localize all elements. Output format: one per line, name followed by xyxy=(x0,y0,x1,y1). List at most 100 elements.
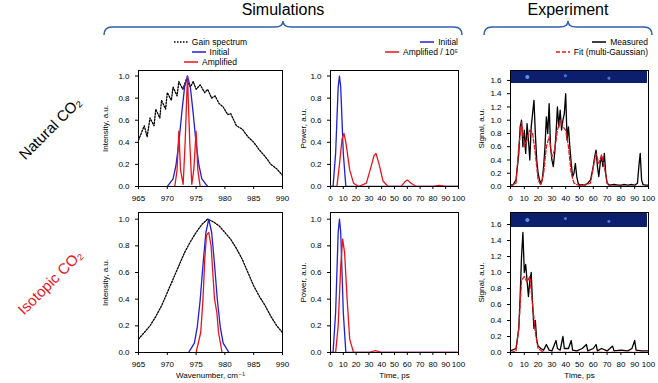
svg-text:985: 985 xyxy=(247,194,261,203)
svg-text:0.8: 0.8 xyxy=(490,129,502,138)
svg-text:0.6: 0.6 xyxy=(490,142,502,151)
svg-text:90: 90 xyxy=(441,194,450,203)
svg-text:Time, ps: Time, ps xyxy=(564,371,594,380)
svg-text:90: 90 xyxy=(630,360,639,369)
svg-text:980: 980 xyxy=(218,194,232,203)
svg-text:0.4: 0.4 xyxy=(310,138,322,147)
svg-text:Time, ps: Time, ps xyxy=(379,371,409,380)
svg-text:20: 20 xyxy=(352,360,361,369)
svg-text:80: 80 xyxy=(616,360,625,369)
svg-text:0.8: 0.8 xyxy=(310,241,322,250)
svg-text:80: 80 xyxy=(428,360,437,369)
svg-text:0.0: 0.0 xyxy=(118,348,130,357)
svg-text:985: 985 xyxy=(247,360,261,369)
svg-text:50: 50 xyxy=(575,360,584,369)
svg-text:1.0: 1.0 xyxy=(490,268,502,277)
svg-text:Power, a.u.: Power, a.u. xyxy=(299,262,308,302)
svg-text:1.0: 1.0 xyxy=(118,72,130,81)
svg-text:1.6: 1.6 xyxy=(490,76,502,85)
svg-text:100: 100 xyxy=(642,194,656,203)
svg-text:970: 970 xyxy=(161,360,175,369)
svg-text:90: 90 xyxy=(441,360,450,369)
svg-text:0.2: 0.2 xyxy=(310,321,322,330)
svg-text:60: 60 xyxy=(403,194,412,203)
svg-text:0.2: 0.2 xyxy=(118,321,130,330)
svg-text:30: 30 xyxy=(547,360,556,369)
svg-text:60: 60 xyxy=(589,360,598,369)
svg-text:20: 20 xyxy=(534,360,543,369)
svg-text:0: 0 xyxy=(508,194,513,203)
svg-text:40: 40 xyxy=(377,194,386,203)
svg-text:0.6: 0.6 xyxy=(310,116,322,125)
svg-text:975: 975 xyxy=(189,194,203,203)
svg-text:90: 90 xyxy=(630,194,639,203)
svg-text:Power, a.u.: Power, a.u. xyxy=(299,108,308,148)
svg-text:40: 40 xyxy=(377,360,386,369)
svg-text:0.8: 0.8 xyxy=(310,94,322,103)
svg-text:0.2: 0.2 xyxy=(310,160,322,169)
svg-text:10: 10 xyxy=(520,194,529,203)
svg-text:30: 30 xyxy=(364,360,373,369)
svg-text:20: 20 xyxy=(534,194,543,203)
svg-text:0.6: 0.6 xyxy=(118,116,130,125)
svg-text:100: 100 xyxy=(452,194,466,203)
svg-text:1.0: 1.0 xyxy=(310,215,322,224)
svg-text:0: 0 xyxy=(328,194,333,203)
svg-text:0.4: 0.4 xyxy=(118,295,130,304)
svg-text:0: 0 xyxy=(328,360,333,369)
svg-text:0.4: 0.4 xyxy=(118,138,130,147)
svg-text:Signal, a.u.: Signal, a.u. xyxy=(477,108,486,148)
svg-text:70: 70 xyxy=(603,194,612,203)
svg-text:60: 60 xyxy=(403,360,412,369)
svg-text:20: 20 xyxy=(352,194,361,203)
svg-text:965: 965 xyxy=(132,360,146,369)
svg-text:0.0: 0.0 xyxy=(490,182,502,191)
svg-text:1.4: 1.4 xyxy=(490,89,502,98)
svg-text:0.8: 0.8 xyxy=(490,284,502,293)
svg-text:1.2: 1.2 xyxy=(490,252,502,261)
svg-text:990: 990 xyxy=(276,194,290,203)
svg-text:0.2: 0.2 xyxy=(490,332,502,341)
svg-text:30: 30 xyxy=(547,194,556,203)
svg-text:0.6: 0.6 xyxy=(310,268,322,277)
svg-text:100: 100 xyxy=(452,360,466,369)
svg-text:80: 80 xyxy=(616,194,625,203)
svg-text:0.4: 0.4 xyxy=(310,295,322,304)
svg-text:990: 990 xyxy=(276,360,290,369)
svg-text:1.0: 1.0 xyxy=(118,215,130,224)
svg-text:70: 70 xyxy=(416,194,425,203)
svg-text:1.2: 1.2 xyxy=(490,103,502,112)
svg-text:10: 10 xyxy=(520,360,529,369)
svg-text:1.0: 1.0 xyxy=(490,116,502,125)
svg-text:Intensity, a.u.: Intensity, a.u. xyxy=(101,259,110,306)
svg-text:80: 80 xyxy=(428,194,437,203)
svg-text:0.6: 0.6 xyxy=(118,268,130,277)
svg-text:70: 70 xyxy=(416,360,425,369)
svg-text:1.0: 1.0 xyxy=(310,72,322,81)
svg-text:50: 50 xyxy=(390,194,399,203)
svg-text:965: 965 xyxy=(132,194,146,203)
svg-text:1.4: 1.4 xyxy=(490,236,502,245)
svg-text:975: 975 xyxy=(189,360,203,369)
svg-text:0.2: 0.2 xyxy=(118,160,130,169)
svg-text:0.8: 0.8 xyxy=(118,94,130,103)
svg-text:970: 970 xyxy=(161,194,175,203)
svg-text:10: 10 xyxy=(339,194,348,203)
svg-text:0.0: 0.0 xyxy=(118,182,130,191)
svg-text:40: 40 xyxy=(561,194,570,203)
svg-text:70: 70 xyxy=(603,360,612,369)
svg-text:980: 980 xyxy=(218,360,232,369)
svg-text:50: 50 xyxy=(575,194,584,203)
svg-text:50: 50 xyxy=(390,360,399,369)
svg-text:Simulations: Simulations xyxy=(242,1,325,18)
svg-text:Intensity, a.u.: Intensity, a.u. xyxy=(101,105,110,152)
svg-text:0.4: 0.4 xyxy=(490,156,502,165)
svg-text:0.4: 0.4 xyxy=(490,316,502,325)
svg-text:0.0: 0.0 xyxy=(310,348,322,357)
svg-text:30: 30 xyxy=(364,194,373,203)
svg-text:40: 40 xyxy=(561,360,570,369)
svg-text:100: 100 xyxy=(642,360,656,369)
svg-text:60: 60 xyxy=(589,194,598,203)
svg-text:0: 0 xyxy=(508,360,513,369)
svg-text:Signal, a.u.: Signal, a.u. xyxy=(477,262,486,302)
